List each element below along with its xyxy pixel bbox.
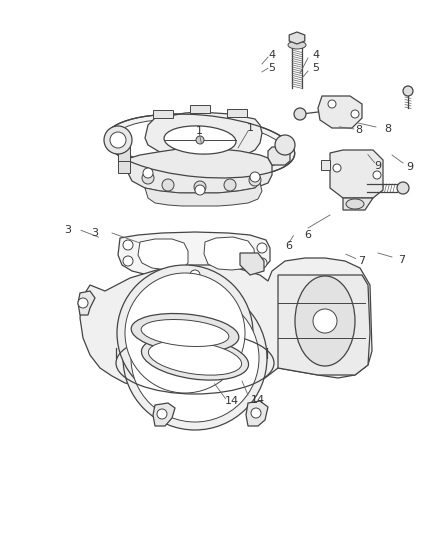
Text: 14: 14: [225, 396, 239, 406]
Polygon shape: [321, 160, 330, 170]
Circle shape: [251, 408, 261, 418]
Ellipse shape: [114, 119, 286, 173]
Ellipse shape: [288, 41, 306, 49]
Circle shape: [257, 258, 267, 268]
Text: 3: 3: [64, 225, 71, 235]
Ellipse shape: [105, 114, 295, 178]
Polygon shape: [343, 198, 373, 210]
Circle shape: [195, 185, 205, 195]
Circle shape: [123, 256, 133, 266]
Polygon shape: [118, 145, 130, 161]
Polygon shape: [330, 150, 383, 198]
Polygon shape: [145, 183, 262, 206]
Circle shape: [131, 294, 259, 422]
Circle shape: [250, 172, 260, 182]
Ellipse shape: [346, 199, 364, 209]
Polygon shape: [318, 96, 362, 128]
Polygon shape: [227, 109, 247, 117]
Circle shape: [117, 265, 253, 401]
Text: 1: 1: [247, 123, 254, 133]
Ellipse shape: [295, 276, 355, 366]
Circle shape: [125, 273, 245, 393]
Circle shape: [196, 136, 204, 144]
Text: 9: 9: [374, 161, 381, 171]
Circle shape: [275, 135, 295, 155]
Circle shape: [123, 240, 133, 250]
Circle shape: [397, 182, 409, 194]
Ellipse shape: [141, 319, 229, 346]
Polygon shape: [289, 32, 305, 44]
Polygon shape: [153, 110, 173, 118]
Text: 4: 4: [268, 50, 275, 60]
Text: 8: 8: [385, 124, 392, 134]
Circle shape: [328, 100, 336, 108]
Polygon shape: [138, 239, 188, 270]
Circle shape: [157, 409, 167, 419]
Text: 7: 7: [399, 255, 406, 265]
Text: 3: 3: [92, 228, 99, 238]
Circle shape: [143, 168, 153, 178]
Text: 5: 5: [268, 63, 275, 73]
Circle shape: [104, 126, 132, 154]
Ellipse shape: [131, 313, 239, 352]
Text: 14: 14: [251, 395, 265, 405]
Ellipse shape: [141, 336, 248, 380]
Polygon shape: [204, 237, 255, 270]
Text: 6: 6: [304, 230, 311, 240]
Text: 1: 1: [196, 126, 203, 135]
Circle shape: [313, 309, 337, 333]
Polygon shape: [118, 232, 270, 279]
Polygon shape: [268, 147, 290, 165]
Polygon shape: [153, 403, 175, 426]
Ellipse shape: [148, 341, 242, 375]
Circle shape: [351, 110, 359, 118]
Circle shape: [403, 86, 413, 96]
Circle shape: [110, 132, 126, 148]
Polygon shape: [128, 148, 272, 193]
Circle shape: [142, 172, 154, 184]
Text: 6: 6: [286, 241, 293, 251]
Circle shape: [162, 179, 174, 191]
Ellipse shape: [164, 126, 236, 154]
Polygon shape: [80, 258, 372, 390]
Polygon shape: [190, 105, 210, 113]
Circle shape: [249, 174, 261, 186]
Polygon shape: [240, 253, 264, 275]
Circle shape: [257, 243, 267, 253]
Circle shape: [333, 164, 341, 172]
Text: 4: 4: [312, 50, 320, 60]
Polygon shape: [246, 401, 268, 426]
Circle shape: [373, 171, 381, 179]
Circle shape: [194, 181, 206, 193]
Polygon shape: [145, 112, 262, 159]
Circle shape: [294, 108, 306, 120]
Text: 9: 9: [406, 162, 413, 172]
Text: 7: 7: [358, 256, 365, 266]
Polygon shape: [118, 157, 130, 173]
Circle shape: [123, 286, 267, 430]
Polygon shape: [278, 275, 370, 375]
Circle shape: [78, 298, 88, 308]
Polygon shape: [78, 291, 95, 315]
Circle shape: [224, 179, 236, 191]
Circle shape: [190, 270, 200, 280]
Text: 8: 8: [356, 125, 363, 135]
Text: 5: 5: [312, 63, 319, 73]
